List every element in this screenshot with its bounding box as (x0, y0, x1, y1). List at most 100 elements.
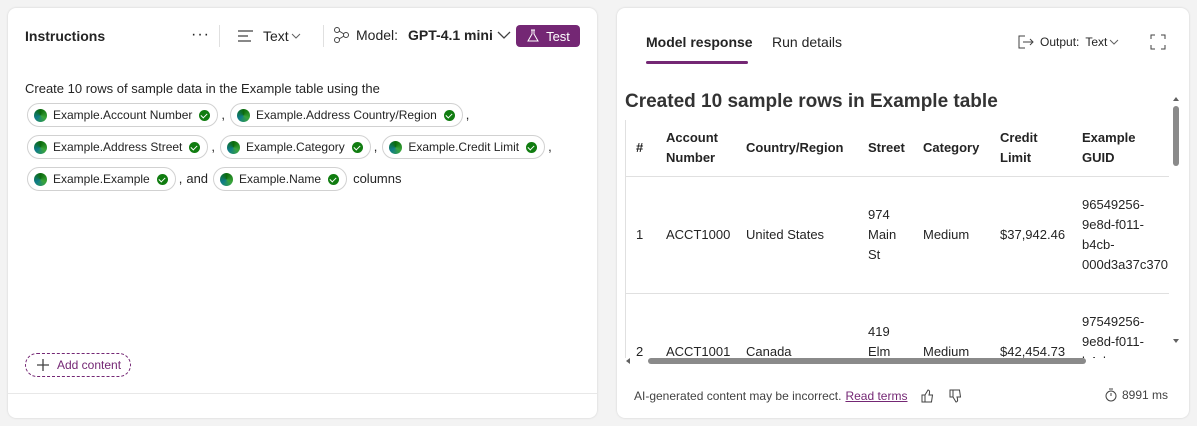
field-icon (220, 172, 234, 186)
table-cell: 2 (626, 293, 656, 358)
format-icon (238, 30, 253, 42)
table-cell: $37,942.46 (990, 176, 1072, 294)
field-status (526, 141, 538, 153)
timer-icon (1105, 388, 1117, 402)
response-heading: Created 10 sample rows in Example table (625, 91, 998, 112)
field-name: Example.Account Number (53, 108, 193, 122)
more-button[interactable]: ··· (191, 26, 210, 43)
scroll-thumb[interactable] (648, 358, 1086, 364)
field-name: Example.Credit Limit (408, 140, 520, 154)
test-label: Test (546, 28, 570, 44)
duration-value: 8991 ms (1122, 388, 1169, 402)
field-chip[interactable]: Example.Example (27, 167, 176, 191)
output-dropdown[interactable]: Output: Text (1017, 34, 1121, 50)
table-cell: $42,454.73 (990, 293, 1072, 358)
data-table: # Account Number Country/Region Street Categ… (626, 120, 1169, 358)
prompt-lead: Create 10 rows of sample data in the Exa… (25, 81, 380, 96)
field-status (351, 141, 363, 153)
field-chip[interactable]: Example.Address Street (27, 135, 209, 159)
tab-underline (646, 61, 748, 64)
thumbs-down[interactable] (947, 388, 963, 404)
table-cell: ACCT1000 (656, 176, 736, 294)
thumbs-up[interactable] (919, 388, 935, 404)
test-button[interactable]: Test (516, 25, 580, 47)
column-header: Country/Region (736, 120, 858, 177)
field-name: Example.Address Street (53, 140, 183, 154)
output-value: Text (1085, 35, 1108, 49)
header-row: # Account Number Country/Region Street Categ… (626, 120, 1169, 177)
field-icon (389, 140, 403, 154)
field-icon (237, 108, 251, 122)
table-cell: 1 (626, 176, 656, 294)
model-picker[interactable]: Model: GPT-4.1 mini (332, 26, 515, 44)
column-header: Category (913, 120, 990, 177)
field-status (199, 109, 211, 121)
conjunction: and (186, 171, 209, 186)
field-status (156, 173, 168, 185)
divider (219, 25, 220, 47)
table-cell: ACCT1001 (656, 293, 736, 358)
tab-active[interactable]: Model response (646, 34, 753, 50)
field-icon (34, 140, 47, 154)
field-icon (227, 140, 241, 154)
field-icon (34, 108, 47, 122)
chevron (1110, 39, 1119, 45)
panel-title: Instructions (25, 28, 106, 44)
table-cell: 96549256-9e8d-f011-b4cb-000d3a37c370 (1072, 176, 1169, 294)
table-cell: 97549256-9e8d-f011-b4cb-000d3a37c370 (1072, 293, 1169, 358)
chevron (497, 31, 511, 39)
plus-icon (37, 359, 49, 371)
table-body: 1 ACCT1000 United States 974 Main St Medium $… (626, 176, 1169, 358)
field-chip[interactable]: Example.Name (213, 167, 348, 191)
field-chip[interactable]: Example.Account Number (27, 103, 219, 127)
table-cell: Canada (736, 293, 858, 358)
model-label: Model: (356, 27, 399, 43)
expand-button[interactable] (1150, 34, 1166, 50)
separator: , (221, 107, 226, 122)
table-cell: 974 Main St (858, 176, 913, 294)
prompt-tail: columns (353, 171, 402, 186)
column-header: # (626, 120, 656, 177)
separator: , (178, 171, 183, 186)
field-chip[interactable]: Example.Address Country/Region (230, 103, 463, 127)
terms-link[interactable]: Read terms (845, 389, 908, 403)
output-label: Output: (1040, 35, 1080, 49)
vertical-scrollbar[interactable] (1172, 96, 1180, 344)
separator: , (373, 139, 378, 154)
response-panel: Model response Run details Output: Text … (617, 8, 1189, 418)
separator: , (211, 139, 216, 154)
add-content-label: Add content (57, 358, 122, 372)
separator: , (465, 107, 470, 122)
field-status (443, 109, 455, 121)
scroll-thumb[interactable] (1173, 106, 1179, 166)
format-dropdown[interactable]: Text (237, 28, 303, 44)
column-header: Example GUID (1072, 120, 1169, 177)
model-icon (334, 27, 349, 43)
field-chip[interactable]: Example.Category (220, 135, 371, 159)
divider (323, 25, 324, 47)
column-header: Credit Limit (990, 120, 1072, 177)
field-icon (34, 172, 47, 186)
field-name: Example.Example (53, 172, 150, 186)
instructions-panel: Instructions ··· Text Model: GPT-4.1 min… (8, 8, 597, 418)
duration: 8991 ms (1104, 388, 1168, 402)
footer: AI-generated content may be incorrect. R… (634, 388, 963, 404)
table-cell: 419 Elm St (858, 293, 913, 358)
divider (8, 393, 597, 394)
table-cell: United States (736, 176, 858, 294)
column-header: Street (858, 120, 913, 177)
flask-icon (527, 29, 539, 42)
horizontal-scrollbar[interactable] (625, 357, 1168, 365)
prompt-fields: Example.Account Number, Example.Address C… (25, 99, 585, 195)
tab[interactable]: Run details (772, 34, 843, 50)
field-status (328, 173, 340, 185)
field-status (189, 141, 201, 153)
field-chip[interactable]: Example.Credit Limit (382, 135, 546, 159)
table-viewport: # Account Number Country/Region Street Categ… (625, 120, 1169, 358)
export-icon (1018, 35, 1034, 49)
disclaimer: AI-generated content may be incorrect. (634, 389, 842, 403)
separator: , (548, 139, 552, 154)
add-content-button[interactable]: Add content (25, 353, 132, 377)
field-name: Example.Name (239, 172, 322, 186)
